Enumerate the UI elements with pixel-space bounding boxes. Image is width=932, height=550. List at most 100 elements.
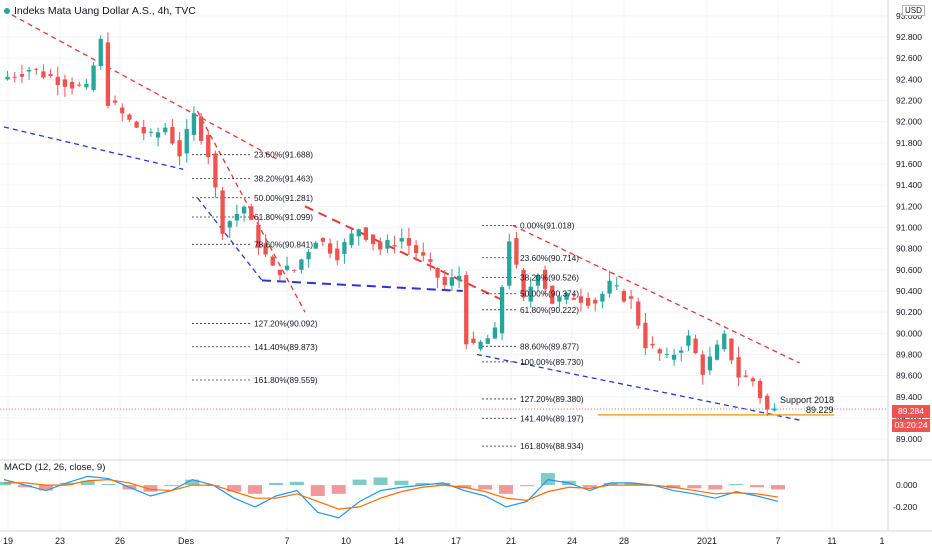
candle-body	[757, 380, 763, 399]
candle-body	[141, 126, 146, 134]
right-lower-trendline	[476, 353, 800, 421]
candle-body	[664, 353, 670, 355]
price-tick-label: 91.600	[896, 159, 922, 169]
price-tick-label: 92.000	[896, 117, 922, 127]
candle-body	[5, 76, 10, 80]
candle-body	[26, 69, 32, 72]
fib-level-label: 0.00%(91.018)	[520, 221, 575, 231]
candle-body	[600, 293, 605, 302]
candle-body	[213, 153, 218, 188]
candle-body	[700, 354, 705, 375]
time-tick-label: 28	[619, 536, 629, 546]
candle-body	[349, 233, 354, 246]
candle-body	[406, 238, 412, 246]
upper-trendline	[3, 10, 277, 160]
candle-body	[241, 206, 247, 214]
time-tick-label: 17	[451, 536, 461, 546]
macd-tick-label: -0.200	[893, 502, 917, 512]
candle-body	[120, 107, 125, 114]
mid-lower-trendline	[261, 279, 463, 292]
macd-histogram-bar	[750, 485, 765, 488]
macd-histogram-bar	[289, 481, 304, 486]
candle-body	[98, 38, 103, 67]
candle-body	[435, 268, 440, 278]
price-candles	[5, 32, 777, 416]
candle-body	[585, 298, 591, 306]
candle-body	[514, 238, 519, 265]
candle-body	[671, 354, 677, 360]
candle-body	[643, 322, 648, 349]
price-axis: 93.00092.80092.60092.40092.20092.00091.8…	[887, 0, 922, 530]
candle-body	[270, 256, 275, 266]
macd-histogram-bar	[708, 485, 723, 490]
macd-histogram-bar	[499, 485, 514, 494]
macd-histogram-bar	[373, 477, 388, 486]
candle-body	[105, 42, 111, 106]
candle-body	[636, 301, 641, 326]
fib-level-label: 23.60%(90.714)	[520, 253, 579, 263]
macd-histogram-bar	[164, 485, 179, 487]
lower-trendline	[3, 126, 184, 170]
candle-body	[593, 299, 598, 304]
candle-body	[413, 245, 419, 254]
macd-histogram-bar	[143, 485, 158, 492]
candle-body	[263, 243, 268, 255]
candle-body	[184, 128, 189, 154]
price-tick-label: 91.800	[896, 138, 922, 148]
price-tick-label: 91.200	[896, 201, 922, 211]
candle-body	[55, 76, 60, 86]
time-tick-label: 21	[506, 536, 516, 546]
candle-body	[313, 242, 318, 249]
macd-histogram-bar	[59, 482, 74, 486]
candle-body	[657, 349, 662, 354]
fib-level-label: 61.80%(91.099)	[254, 212, 313, 222]
candle-body	[765, 395, 770, 410]
countdown-tag: 03:20:24	[892, 419, 930, 432]
candle-body	[614, 285, 619, 287]
macd-histogram-bar	[352, 479, 367, 486]
candle-body	[736, 357, 741, 378]
time-tick-label: 23	[55, 536, 65, 546]
candle-body	[578, 296, 584, 303]
candle-body	[628, 296, 634, 299]
macd-tick-label: 0.000	[896, 480, 918, 490]
candle-body	[356, 229, 361, 237]
time-tick-label: 1	[879, 536, 884, 546]
candle-body	[428, 259, 433, 262]
macd-histogram-bar	[415, 482, 430, 486]
candle-body	[256, 224, 261, 248]
signal-line	[4, 479, 779, 510]
candle-body	[743, 375, 748, 377]
candle-body	[693, 338, 698, 354]
currency-label[interactable]: USD	[902, 5, 925, 16]
macd-histogram-bar	[687, 485, 702, 489]
time-tick-label: 7	[775, 536, 780, 546]
candle-body	[571, 298, 576, 300]
macd-histogram-bar	[331, 485, 346, 494]
candle-body	[528, 286, 533, 302]
candle-body	[155, 132, 161, 138]
candle-body	[134, 121, 139, 128]
candle-body	[363, 227, 369, 240]
candle-body	[722, 333, 727, 350]
candle-body	[306, 252, 311, 260]
macd-histogram-bar	[436, 482, 451, 486]
candle-body	[370, 234, 376, 245]
time-tick-label: 26	[115, 536, 125, 546]
time-tick-label: 7	[284, 536, 289, 546]
candle-body	[464, 275, 469, 345]
candle-body	[234, 213, 240, 221]
candle-body	[191, 113, 197, 135]
candle-body	[342, 242, 347, 254]
fib-level-label: 141.40%(89.873)	[254, 342, 318, 352]
support-title: Support 2018	[780, 395, 834, 405]
price-tick-label: 91.400	[896, 180, 922, 190]
candle-body	[485, 338, 490, 344]
price-tick-label: 92.400	[896, 74, 922, 84]
candle-body	[621, 290, 627, 302]
candle-body	[550, 285, 555, 304]
channel-top-line	[196, 110, 306, 313]
candle-body	[69, 82, 75, 89]
fib-level-label: 161.80%(89.559)	[254, 375, 318, 385]
